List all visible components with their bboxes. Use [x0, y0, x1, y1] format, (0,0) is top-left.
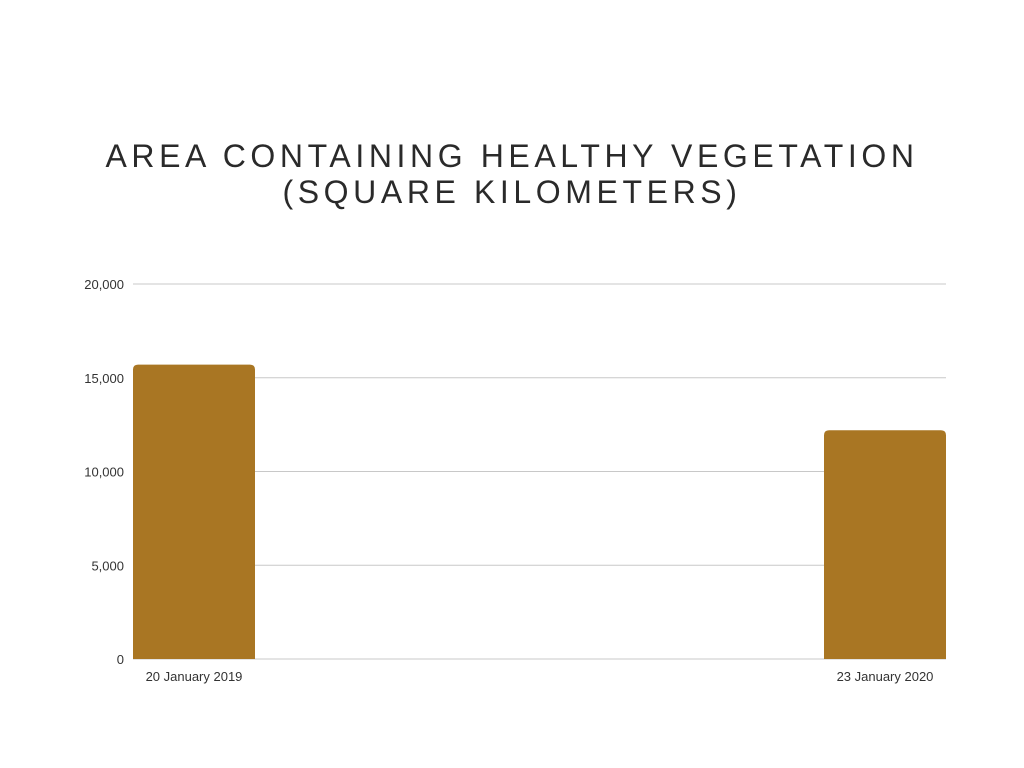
- chart-title-line-2: (SQUARE KILOMETERS): [282, 174, 742, 210]
- x-tick-label: 20 January 2019: [146, 669, 243, 684]
- chart-title-line-1: AREA CONTAINING HEALTHY VEGETATION: [105, 138, 919, 174]
- chart-title: AREA CONTAINING HEALTHY VEGETATION (SQUA…: [0, 138, 1024, 210]
- bar: [824, 430, 946, 659]
- y-tick-label: 10,000: [84, 465, 124, 480]
- y-tick-label: 15,000: [84, 371, 124, 386]
- y-tick-label: 20,000: [84, 277, 124, 292]
- bar-layer: [133, 364, 946, 659]
- grid-layer: [133, 283, 946, 660]
- bar: [133, 364, 255, 659]
- axis-layer: 0 5,000 10,000 15,000 20,000 20 January 2019 2…: [84, 277, 933, 684]
- x-tick-label: 23 January 2020: [837, 669, 934, 684]
- y-tick-label: 5,000: [91, 558, 124, 573]
- y-tick-label: 0: [117, 652, 124, 667]
